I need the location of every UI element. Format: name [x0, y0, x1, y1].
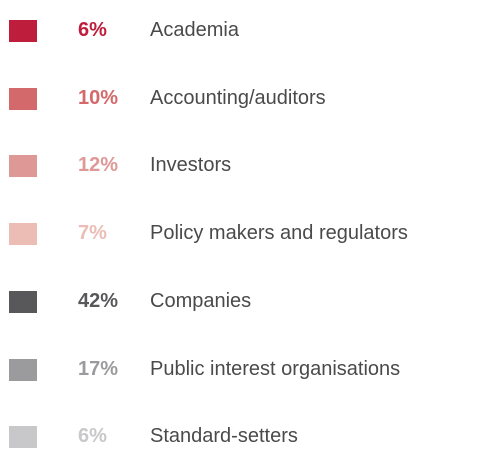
- legend-row: 6% Academia: [0, 16, 494, 46]
- legend-row: 42% Companies: [0, 287, 494, 317]
- percent: 6%: [78, 425, 107, 448]
- label: Public interest organisations: [150, 357, 401, 380]
- label: Standard-setters: [150, 425, 298, 448]
- swatch: [9, 155, 37, 178]
- legend-row: 12% Investors: [0, 151, 494, 181]
- swatch: [9, 426, 37, 449]
- swatch: [9, 87, 37, 110]
- swatch: [9, 290, 37, 313]
- legend-row: 7% Policy makers and regulators: [0, 219, 494, 249]
- percent: 7%: [78, 222, 107, 245]
- label: Policy makers and regulators: [150, 222, 408, 245]
- percent: 6%: [78, 19, 107, 41]
- percent: 17%: [78, 357, 119, 380]
- legend-row: 6% Standard-setters: [0, 422, 494, 452]
- percent: 12%: [78, 154, 119, 177]
- label: Academia: [150, 19, 239, 41]
- label: Accounting/auditors: [150, 86, 326, 109]
- percent: 10%: [78, 86, 119, 109]
- label: Companies: [150, 289, 252, 312]
- label: Investors: [150, 154, 232, 177]
- percent: 42%: [78, 289, 119, 312]
- legend-row: 10% Accounting/auditors: [0, 84, 494, 114]
- swatch: [9, 223, 37, 246]
- swatch: [9, 358, 37, 381]
- legend-row: 17% Public interest organisations: [0, 355, 494, 385]
- swatch: [9, 20, 37, 42]
